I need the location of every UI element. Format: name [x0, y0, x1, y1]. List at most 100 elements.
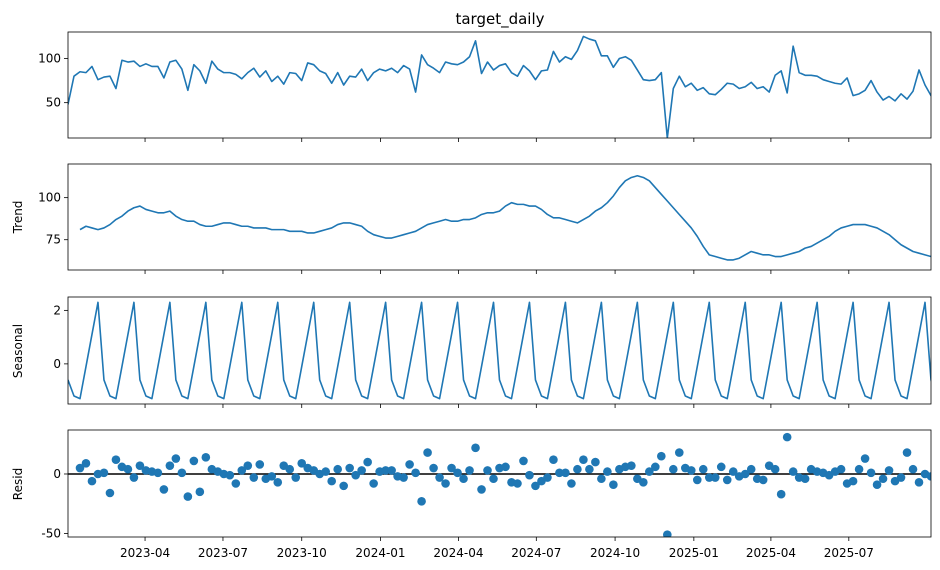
residual-point: [363, 457, 372, 467]
x-tick-label: 2025-04: [746, 546, 796, 560]
residual-point: [866, 468, 876, 478]
residual-point: [351, 470, 360, 480]
residual-point: [933, 480, 940, 489]
residual-point: [591, 457, 600, 467]
residual-point: [555, 468, 564, 478]
residual-point: [111, 455, 121, 465]
y-tick-label: 100: [38, 52, 61, 66]
residual-point: [471, 443, 480, 453]
plot-area: [68, 35, 931, 138]
residual-point: [87, 476, 97, 486]
residual-point: [99, 468, 109, 478]
series-line: [79, 174, 931, 261]
plot-area: [68, 301, 931, 400]
residual-point: [267, 472, 277, 481]
residual-point: [441, 479, 450, 488]
residual-point: [291, 473, 301, 482]
residual-point: [285, 464, 295, 474]
chart-title: target_daily: [455, 10, 544, 29]
seasonal-panel: 02: [53, 296, 932, 408]
residual-point: [674, 448, 684, 457]
residual-point: [884, 466, 894, 475]
residual-point: [579, 455, 588, 465]
residual-point: [878, 474, 888, 484]
residual-point: [339, 481, 348, 491]
residual-point: [321, 467, 331, 476]
axes-frame: [67, 163, 932, 271]
x-tick-label: 2025-07: [824, 546, 874, 560]
residual-point: [153, 468, 163, 478]
y-tick-label: 75: [46, 233, 61, 247]
series-line: [68, 35, 931, 138]
residual-point: [465, 466, 474, 475]
residual-point: [255, 460, 265, 469]
residual-point: [860, 454, 870, 463]
residual-point: [914, 478, 924, 487]
y-tick-label: 50: [46, 96, 61, 110]
residual-point: [459, 474, 468, 484]
trend-axis-label: Trend: [11, 201, 25, 235]
residual-point: [243, 461, 253, 470]
residual-point: [531, 481, 540, 491]
y-tick-label: -50: [41, 526, 61, 540]
residual-point: [896, 473, 906, 482]
residual-point: [183, 492, 193, 501]
x-tick-label: 2024-07: [511, 546, 561, 560]
residual-point: [716, 462, 726, 472]
residual-point: [758, 475, 768, 485]
residual-point: [477, 485, 486, 494]
residual-point: [381, 466, 390, 475]
residual-point: [483, 466, 492, 475]
residual-point: [273, 478, 283, 487]
residual-point: [854, 464, 864, 474]
plot-area: [79, 174, 931, 261]
residual-point: [603, 467, 612, 476]
x-tick-label: 2023-07: [198, 546, 248, 560]
residual-point: [902, 448, 912, 457]
residual-point: [627, 461, 636, 470]
residual-point: [357, 466, 366, 475]
residual-point: [908, 464, 918, 474]
residual-point: [165, 461, 175, 470]
resid-axis-label: Resid: [11, 468, 25, 500]
y-tick-label: 100: [38, 191, 61, 205]
x-tick-label: 2023-04: [120, 546, 170, 560]
residual-point: [399, 473, 408, 482]
residual-point: [549, 455, 558, 465]
residual-point: [411, 468, 420, 478]
residual-point: [561, 468, 570, 478]
residual-point: [746, 464, 756, 474]
residual-point: [663, 530, 672, 537]
residual-point: [543, 473, 552, 482]
residual-point: [722, 475, 732, 485]
x-tick-label: 2024-04: [433, 546, 483, 560]
residual-point: [704, 473, 714, 482]
axes-frame: [67, 296, 932, 405]
series-line: [68, 301, 931, 400]
observed-panel: 50 100: [38, 31, 932, 142]
residual-point: [177, 468, 187, 478]
residual-point: [639, 478, 648, 487]
residual-point: [417, 497, 426, 506]
residual-point: [525, 470, 534, 480]
residual-point: [327, 476, 336, 486]
residual-point: [81, 458, 91, 468]
residual-point: [926, 472, 931, 481]
residual-point: [429, 463, 438, 473]
trend-panel: 75 100: [38, 163, 932, 274]
residual-point: [597, 474, 606, 484]
residual-point: [519, 456, 528, 466]
y-tick-label: 0: [53, 357, 61, 371]
residual-point: [123, 464, 133, 474]
residual-point: [345, 463, 354, 473]
residual-point: [231, 479, 241, 488]
residual-point: [585, 464, 594, 474]
residual-point: [848, 476, 858, 486]
residual-point: [698, 464, 708, 474]
residual-point: [333, 464, 342, 474]
residual-point: [513, 479, 522, 488]
residual-point: [129, 473, 139, 482]
residual-point: [782, 432, 792, 442]
residual-point: [489, 474, 498, 484]
